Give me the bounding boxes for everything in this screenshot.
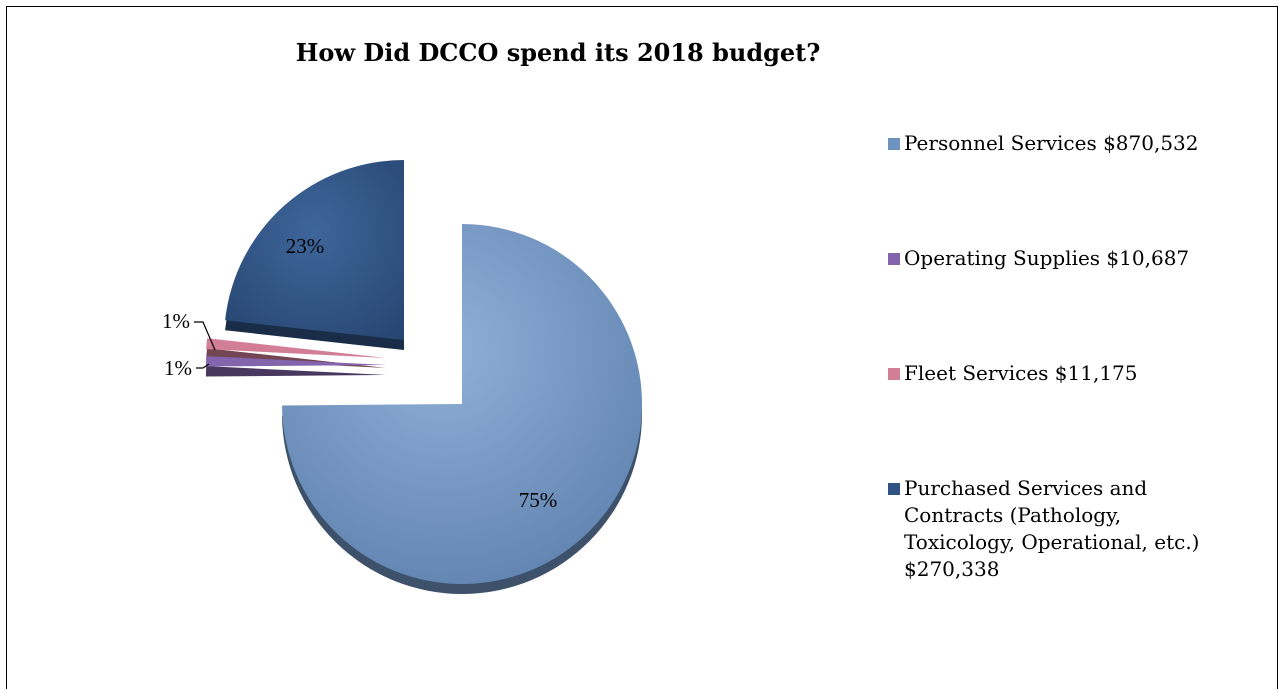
legend-label-fleet-services: Fleet Services $11,175 xyxy=(904,361,1138,385)
legend-label-operating-supplies: Operating Supplies $10,687 xyxy=(904,246,1190,270)
data-label-operating-supplies: 1% xyxy=(164,356,192,380)
pie-slice-fleet-services xyxy=(206,338,386,358)
legend-item-personnel: Personnel Services $870,532 xyxy=(888,130,1249,157)
legend-label-purchased-services: Purchased Services and Contracts (Pathol… xyxy=(904,476,1200,581)
data-label-fleet-services: 1% xyxy=(162,309,190,333)
legend-swatch-fleet-services xyxy=(888,368,900,380)
chart-title: How Did DCCO spend its 2018 budget? xyxy=(295,38,821,67)
legend-label-personnel: Personnel Services $870,532 xyxy=(904,131,1199,155)
legend-swatch-purchased-services xyxy=(888,483,900,495)
pie-slice-depth-operating-supplies xyxy=(206,366,386,377)
legend-swatch-personnel xyxy=(888,138,900,150)
pie-slice-operating-supplies xyxy=(206,356,386,367)
leader-line-fleet-services xyxy=(194,321,216,351)
data-label-purchased-services: 23% xyxy=(286,234,325,258)
legend-item-purchased-services: Purchased Services and Contracts (Pathol… xyxy=(888,475,1204,583)
data-label-personnel: 75% xyxy=(519,488,558,512)
pie-slice-purchased-services xyxy=(225,160,404,340)
leader-line-operating-supplies xyxy=(196,363,210,369)
legend-item-fleet-services: Fleet Services $11,175 xyxy=(888,360,1249,387)
legend-swatch-operating-supplies xyxy=(888,253,900,265)
legend-item-operating-supplies: Operating Supplies $10,687 xyxy=(888,245,1249,272)
pie-slice-personnel xyxy=(282,224,643,585)
